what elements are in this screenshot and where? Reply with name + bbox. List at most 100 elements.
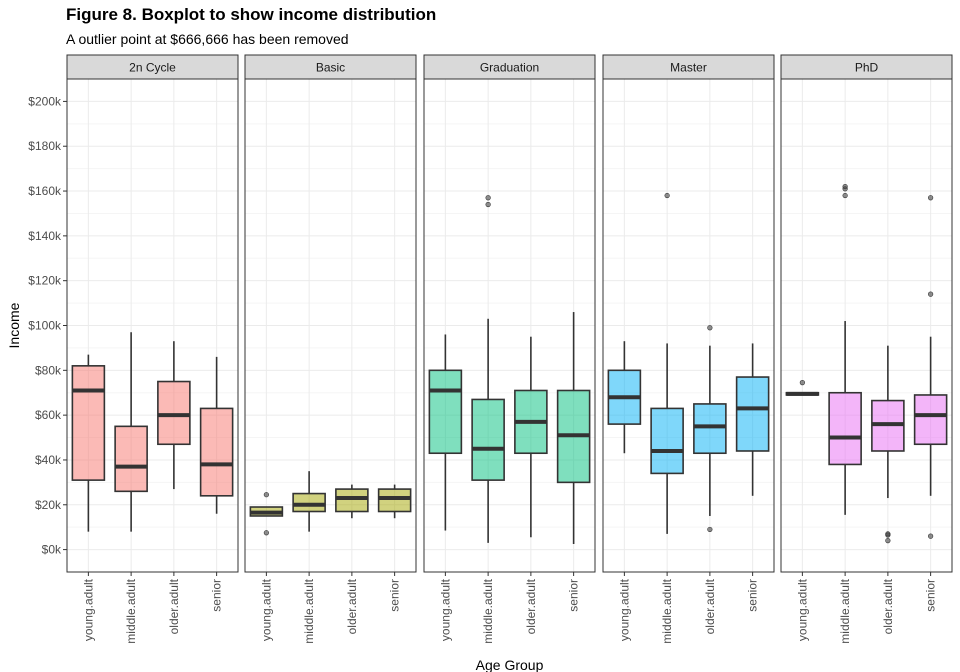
x-tick-label: young.adult <box>81 578 95 641</box>
box-senior <box>377 484 412 519</box>
x-tick-label: older.adult <box>524 578 538 634</box>
outlier-point <box>485 195 491 201</box>
box-young-adult <box>71 354 106 532</box>
box-older-adult <box>335 484 369 519</box>
facet-label: Basic <box>316 61 345 75</box>
facet-panel-basic: Basic young.adult middle.adult older.adult s… <box>244 54 417 644</box>
x-tick-label: senior <box>388 579 402 612</box>
y-tick-label: $120k <box>28 274 62 288</box>
box-older-adult <box>871 345 905 544</box>
x-tick-label: young.adult <box>617 578 631 641</box>
box-middle-adult <box>828 183 862 515</box>
facet-panel-graduation: Graduation young.adult middle.adult older.a… <box>423 54 596 644</box>
y-tick-label: $160k <box>28 184 62 198</box>
facet-label: PhD <box>855 61 879 75</box>
y-tick-label: $200k <box>28 94 62 108</box>
x-tick-label: older.adult <box>881 578 895 634</box>
y-tick-label: $100k <box>28 319 62 333</box>
y-tick-label: $40k <box>35 453 62 467</box>
box-iqr <box>913 394 948 446</box>
box-iqr <box>471 398 505 481</box>
y-axis-title: Income <box>6 302 22 348</box>
y-tick-label: $0k <box>42 543 62 557</box>
box-older-adult <box>157 341 191 490</box>
facet-panel-2n-cycle: 2n Cycle young.adult middle.adult older.adu… <box>66 54 239 644</box>
box-iqr <box>650 407 684 475</box>
outlier-point <box>885 531 891 537</box>
facet-panel-master: Master young.adult middle.adult older.adult… <box>602 54 775 644</box>
box-iqr <box>693 403 727 455</box>
x-axis-title: Age Group <box>476 657 544 672</box>
outlier-point <box>928 291 934 297</box>
box-middle-adult <box>650 192 684 534</box>
outlier-point <box>928 533 934 539</box>
box-iqr <box>828 391 862 466</box>
x-tick-label: older.adult <box>345 578 359 634</box>
x-tick-label: senior <box>567 579 581 612</box>
outlier-point <box>664 192 670 199</box>
outlier-point <box>707 526 713 533</box>
outlier-point <box>928 195 934 201</box>
box-iqr <box>114 425 148 493</box>
x-tick-label: young.adult <box>438 578 452 641</box>
x-tick-label: middle.adult <box>302 578 316 643</box>
outlier-point <box>885 538 891 544</box>
y-tick-label: $20k <box>35 498 62 512</box>
box-senior <box>913 195 948 539</box>
box-iqr <box>157 380 191 446</box>
box-young-adult <box>607 341 642 454</box>
x-tick-label: older.adult <box>167 578 181 634</box>
facet-strip <box>66 54 239 80</box>
box-iqr <box>335 488 369 513</box>
box-middle-adult <box>292 471 326 532</box>
box-young-adult <box>785 380 820 396</box>
facet-strip <box>244 54 417 80</box>
x-tick-label: senior <box>746 579 760 612</box>
outlier-point <box>707 325 713 331</box>
outlier-point <box>485 201 491 208</box>
x-tick-label: senior <box>210 579 224 612</box>
box-iqr <box>292 492 326 513</box>
x-tick-label: middle.adult <box>124 578 138 643</box>
outlier-point <box>263 530 269 536</box>
x-tick-label: middle.adult <box>660 578 674 643</box>
y-tick-label: $80k <box>35 363 62 377</box>
facet-strip <box>423 54 596 80</box>
x-tick-label: middle.adult <box>838 578 852 643</box>
x-tick-label: young.adult <box>795 578 809 641</box>
box-older-adult <box>693 325 727 533</box>
box-young-adult <box>249 492 284 536</box>
x-tick-label: older.adult <box>703 578 717 634</box>
box-iqr <box>735 376 770 452</box>
outlier-point <box>842 183 848 190</box>
facet-strip <box>780 54 953 80</box>
box-senior <box>556 312 591 544</box>
outlier-point <box>799 380 805 386</box>
box-middle-adult <box>471 195 505 543</box>
y-tick-label: $60k <box>35 408 62 422</box>
y-tick-label: $180k <box>28 139 62 153</box>
chart-title: Figure 8. Boxplot to show income distrib… <box>66 5 437 24</box>
facet-label: Master <box>670 61 707 75</box>
box-middle-adult <box>114 332 148 532</box>
outlier-point <box>842 192 848 199</box>
chart-subtitle: A outlier point at $666,666 has been rem… <box>66 31 349 47</box>
facet-label: Graduation <box>480 61 539 75</box>
box-young-adult <box>428 334 463 531</box>
box-iqr <box>428 369 463 455</box>
box-senior <box>735 343 770 496</box>
facet-label: 2n Cycle <box>129 61 176 75</box>
box-iqr <box>377 488 412 513</box>
box-senior <box>199 356 234 514</box>
x-tick-label: middle.adult <box>481 578 495 643</box>
facet-panel-phd: PhD young.adult middle.adult older.adult sen… <box>780 54 953 644</box>
x-tick-label: young.adult <box>259 578 273 641</box>
box-older-adult <box>514 336 548 538</box>
y-tick-label: $140k <box>28 229 62 243</box>
box-iqr <box>199 407 234 497</box>
facet-strip <box>602 54 775 80</box>
x-tick-label: senior <box>924 579 938 612</box>
box-iqr <box>71 365 106 481</box>
outlier-point <box>263 492 269 498</box>
